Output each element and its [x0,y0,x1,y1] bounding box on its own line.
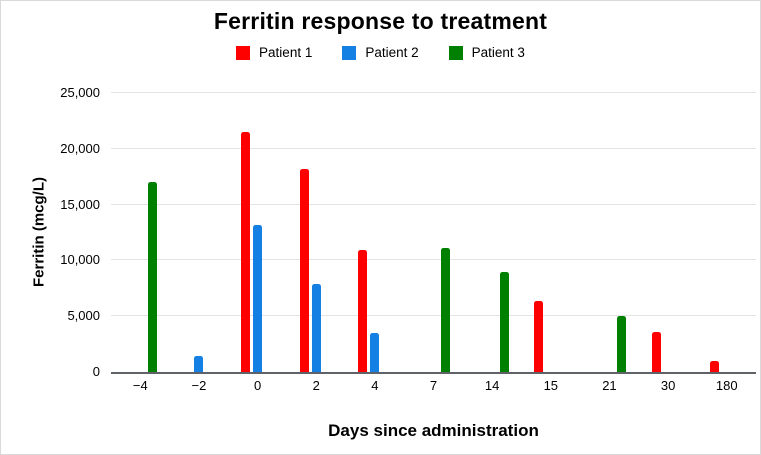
legend: Patient 1 Patient 2 Patient 3 [1,45,760,60]
category-21 [580,93,639,372]
bar-patient-1-day-180 [710,360,720,372]
slot-patient-1-day-21 [591,93,603,372]
bar-patient-2-day--2 [194,356,204,372]
legend-swatch-patient-2 [342,45,357,60]
bar-patient-1-day-4 [358,250,368,372]
bar-patient-3-day-21 [616,316,626,372]
bars [111,93,756,372]
x-tick-label--2: −2 [191,378,207,393]
slot-patient-3-day-4 [381,93,393,372]
legend-label: Patient 2 [365,45,419,60]
slot-patient-1-day-30 [650,93,662,372]
slot-patient-2-day-4 [369,93,381,372]
category--4 [111,93,170,372]
x-tick-label-14: 14 [484,378,500,393]
bar-patient-2-day-2 [311,283,321,372]
bar-patient-2-day-0 [253,224,263,372]
slot-patient-3-day--4 [146,93,158,372]
legend-item-patient-2: Patient 2 [342,45,419,60]
category-14 [463,93,522,372]
slot-patient-2-day-180 [721,93,733,372]
x-tick-label-0: 0 [253,378,262,393]
x-tick-label-15: 15 [543,378,559,393]
slot-patient-2-day-2 [310,93,322,372]
slot-patient-3-day-30 [674,93,686,372]
gridline-25000 [111,92,756,93]
legend-label: Patient 1 [259,45,313,60]
slot-patient-1-day-0 [240,93,252,372]
y-tick-label-5-000: 5,000 [67,308,100,324]
category-0 [228,93,287,372]
slot-patient-2-day--2 [193,93,205,372]
category-15 [521,93,580,372]
gridline-15000 [111,203,756,205]
slot-patient-2-day-0 [252,93,264,372]
slot-patient-3-day-2 [322,93,334,372]
slot-patient-3-day-15 [557,93,569,372]
slot-patient-1-day--4 [122,93,134,372]
slot-patient-3-day-0 [264,93,276,372]
slot-patient-2-day-7 [428,93,440,372]
category-30 [639,93,698,372]
category-7 [404,93,463,372]
x-tick-label-180: 180 [715,378,738,393]
slot-patient-3-day--2 [205,93,217,372]
bar-patient-2-day-4 [370,332,380,372]
gridline-5000 [111,315,756,317]
bar-patient-1-day-30 [651,331,661,372]
y-tick-label-25-000: 25,000 [60,85,100,100]
slot-patient-1-day-2 [298,93,310,372]
bar-patient-3-day-14 [499,271,509,372]
slot-patient-2-day-15 [545,93,557,372]
slot-patient-1-day-7 [416,93,428,372]
legend-swatch-patient-1 [236,45,251,60]
x-axis-title: Days since administration [328,421,539,440]
slot-patient-2-day--4 [134,93,146,372]
y-axis-ticks: 0 5,000 10,000 15,000 20,000 25,000 [1,85,100,379]
slot-patient-1-day--2 [181,93,193,372]
slot-patient-2-day-14 [486,93,498,372]
slot-patient-1-day-15 [533,93,545,372]
category--2 [170,93,229,372]
x-tick-label-4: 4 [371,378,379,393]
gridline-10000 [111,259,756,261]
plot-area [111,92,756,374]
slot-patient-1-day-4 [357,93,369,372]
x-tick-label--4: −4 [132,378,148,393]
bar-patient-3-day-7 [441,248,451,372]
bar-patient-3-day--4 [147,182,157,372]
bar-patient-1-day-15 [534,300,544,372]
slot-patient-1-day-180 [709,93,721,372]
bar-patient-1-day-0 [241,132,251,372]
slot-patient-2-day-30 [662,93,674,372]
slot-patient-2-day-21 [603,93,615,372]
x-tick-label-30: 30 [660,378,676,393]
slot-patient-3-day-180 [733,93,745,372]
slot-patient-3-day-14 [498,93,510,372]
category-180 [697,93,756,372]
legend-item-patient-3: Patient 3 [448,45,525,60]
legend-swatch-patient-3 [448,45,463,60]
chart-title: Ferritin response to treatment [213,8,548,34]
category-4 [346,93,405,372]
slot-patient-1-day-14 [474,93,486,372]
bar-patient-1-day-2 [299,168,309,372]
x-tick-label-7: 7 [429,378,438,393]
y-tick-label-10-000: 10,000 [60,252,100,268]
y-tick-label-20-000: 20,000 [60,140,100,156]
x-tick-label-21: 21 [602,378,617,393]
legend-label: Patient 3 [471,45,525,60]
x-axis-ticks: −4 −2 0 2 4 7 14 15 21 30 180 [111,378,756,393]
category-2 [287,93,346,372]
y-tick-label-15-000: 15,000 [60,196,100,212]
y-tick-label-0: 0 [92,364,100,379]
legend-item-patient-1: Patient 1 [236,45,312,60]
slot-patient-3-day-7 [440,93,452,372]
x-tick-label-2: 2 [312,378,320,393]
slot-patient-3-day-21 [615,93,627,372]
gridline-20000 [111,147,756,149]
